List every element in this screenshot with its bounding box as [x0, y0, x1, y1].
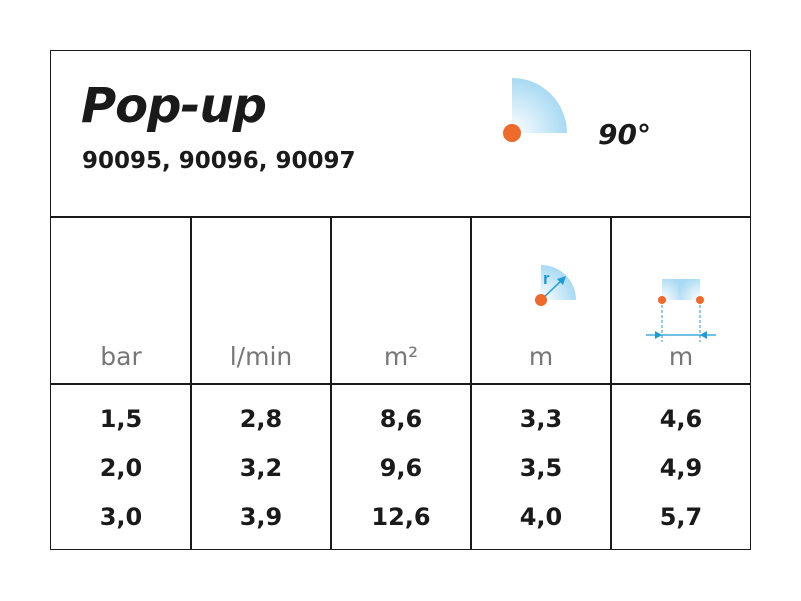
table-cell: 3,3 — [519, 405, 563, 433]
quarter-circle-spray-icon — [503, 78, 567, 142]
unit-radius: m — [528, 342, 554, 371]
unit-pressure: bar — [100, 342, 142, 371]
table-cell: 12,6 — [371, 503, 431, 531]
spray-angle: 90° — [598, 118, 651, 151]
unit-spacing: m — [668, 342, 694, 371]
divider — [190, 216, 192, 550]
spacing-icon — [646, 279, 716, 342]
divider — [470, 216, 472, 550]
divider — [330, 216, 332, 550]
table-cell: 3,9 — [239, 503, 283, 531]
table-cell: 4,9 — [659, 454, 703, 482]
divider — [610, 216, 612, 550]
table-cell: 4,0 — [519, 503, 563, 531]
unit-area: m² — [383, 342, 419, 371]
divider — [50, 216, 751, 218]
table-cell: 8,6 — [379, 405, 423, 433]
table-cell: 4,6 — [659, 405, 703, 433]
divider — [50, 383, 751, 385]
table-cell: 2,0 — [99, 454, 143, 482]
table-cell: 3,2 — [239, 454, 283, 482]
table-cell: 1,5 — [99, 405, 143, 433]
product-title: Pop-up — [81, 78, 267, 134]
table-cell: 3,0 — [99, 503, 143, 531]
spec-table — [50, 50, 751, 550]
unit-flow: l/min — [229, 342, 293, 371]
radius-icon: r — [535, 265, 576, 306]
model-numbers: 90095, 90096, 90097 — [82, 148, 356, 174]
table-cell: 3,5 — [519, 454, 563, 482]
radius-label: r — [543, 269, 550, 288]
table-cell: 2,8 — [239, 405, 283, 433]
table-cell: 9,6 — [379, 454, 423, 482]
table-cell: 5,7 — [659, 503, 703, 531]
